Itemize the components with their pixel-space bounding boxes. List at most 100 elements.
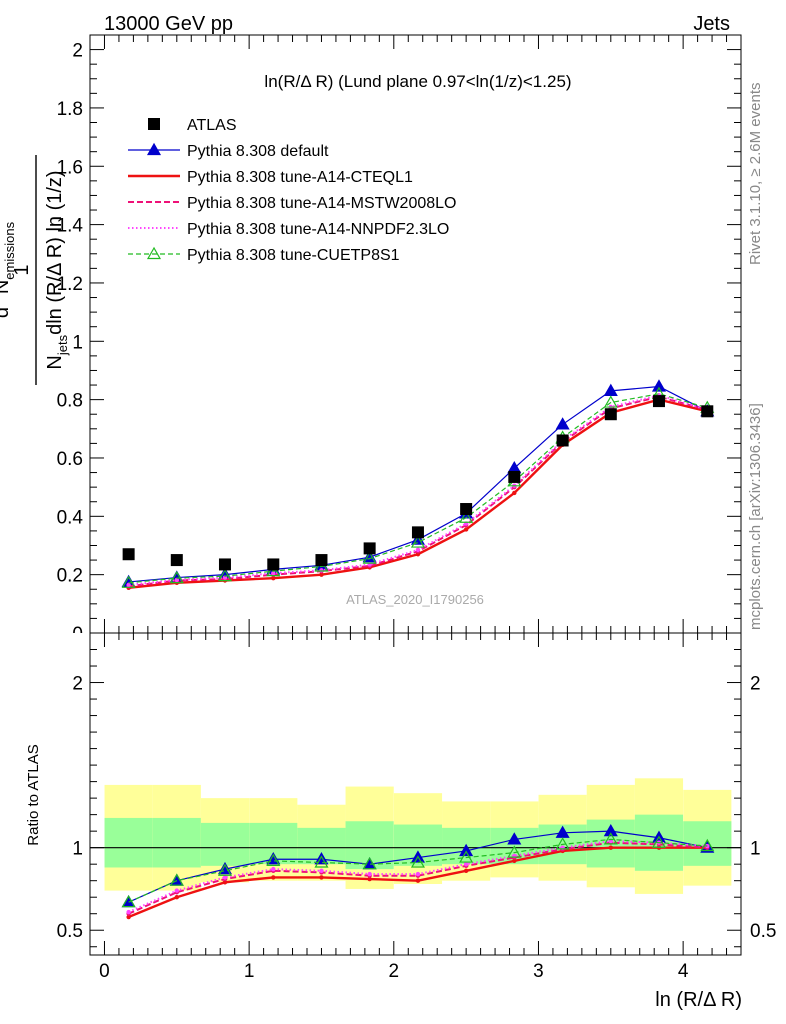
legend-label-4: Pythia 8.308 tune-CUETP8S1 [187, 247, 400, 264]
ratio-y-tick-label: 1 [72, 839, 83, 860]
ratio-series-1-point [463, 868, 469, 873]
atlas-data-point [604, 408, 617, 421]
ratio-series-1-point [271, 875, 276, 880]
series-4-point [410, 535, 425, 548]
ratio-y-tick-label: 0.5 [57, 921, 83, 942]
series-1-point [512, 490, 517, 496]
ratio-y-label: Ratio to ATLAS [25, 744, 42, 845]
header-energy: 13000 GeV pp [104, 13, 233, 35]
main-x-axis [103, 35, 742, 633]
main-y-tick-label: 1 [72, 332, 83, 353]
ratio-y-axis: 0.5 0.5 1 1 2 2 [57, 632, 776, 948]
series-3-point [319, 568, 324, 573]
ratio-series-3-point [222, 875, 228, 880]
ratio-series-1-point [608, 845, 613, 850]
ratio-x-tick-label: 2 [389, 961, 400, 982]
atlas-data-point [508, 470, 521, 483]
ratio-series-0-point [121, 894, 136, 908]
series-2-line [128, 395, 708, 588]
ratio-y-tick-label-right: 0.5 [750, 921, 776, 942]
series-4-line [128, 393, 708, 584]
ratio-series-4-point [217, 863, 233, 876]
legend-label-1: Pythia 8.308 tune-A14-CTEQL1 [187, 169, 413, 186]
main-y-tick-label: 0.2 [57, 566, 83, 587]
ratio-series-1-point [174, 895, 179, 900]
ratio-series-0-point [507, 832, 522, 845]
svg-text:d2 Nemissions: d2 Nemissions [0, 221, 17, 318]
ratio-series-4-point [410, 855, 425, 868]
ratio-series-4-point [121, 894, 136, 908]
legend-atlas-marker [148, 118, 160, 130]
band-inner [104, 817, 153, 868]
main-y-tick-label: 0.8 [57, 391, 83, 412]
ylabel-one: 1 [11, 264, 33, 275]
ratio-x-tick-label: 3 [533, 961, 544, 982]
ratio-series-0-point [459, 843, 474, 857]
x-axis-label: ln (R/Δ R) [655, 989, 742, 1011]
legend-label-3: Pythia 8.308 tune-A14-NNPDF2.3LO [187, 221, 449, 238]
series-4-point [169, 570, 184, 584]
ratio-series-3-point [174, 888, 179, 893]
main-y-tick-label: 0.4 [57, 507, 84, 528]
ylabel-den-sub: jets [55, 334, 70, 356]
ylabel-den-rest: dln (R/Δ R) ln (1/z) [44, 170, 66, 335]
main-panel: 0.2 0.4 0.6 0.8 1 1.2 1.4 1.6 1.8 2 0 ln(R/Δ R) (L… [57, 34, 742, 634]
series-1-point [271, 575, 276, 581]
atlas-data-point [701, 405, 714, 418]
ratio-series-1-point [126, 914, 131, 920]
atlas-data-point [170, 554, 183, 567]
atlas-data-point [556, 434, 569, 447]
svg-text:Njetsdln (R/Δ R) ln (1/z): Njetsdln (R/Δ R) ln (1/z) [44, 170, 70, 369]
ratio-series-3-point [126, 909, 131, 915]
ratio-series-4-point [362, 856, 377, 870]
ratio-series-1-point [415, 878, 421, 883]
atlas-data-point [218, 558, 231, 571]
legend-label-0: Pythia 8.308 default [187, 143, 329, 160]
series-4-point [459, 510, 474, 523]
ratio-series-4-point [700, 838, 715, 852]
rivet-label: Rivet 3.1.10, ≥ 2.6M events [747, 83, 764, 266]
ylabel-num-sub: emissions [2, 221, 17, 279]
plot-title: ln(R/Δ R) (Lund plane 0.97<ln(1/z)<1.25) [264, 72, 571, 91]
ylabel-num-n: N [0, 280, 13, 300]
ratio-series-0-point [603, 823, 618, 837]
header-process: Jets [693, 13, 730, 35]
main-y-tick-label: 0.6 [57, 449, 83, 470]
series-1-line [128, 398, 708, 589]
ylabel-den-n: N [44, 355, 66, 369]
ratio-y-tick-label-right: 2 [750, 674, 761, 695]
series-1-point [319, 572, 324, 577]
band-inner [200, 822, 250, 866]
ratio-series-3-point [367, 871, 372, 877]
ratio-x-axis: 0 1 2 3 4 [99, 633, 742, 982]
ratio-series-1-point [222, 880, 228, 885]
atlas-data-point [267, 558, 280, 571]
series-3-point [126, 582, 131, 588]
series-4-point [121, 575, 136, 588]
mcplots-label: mcplots.cern.ch [arXiv:1306.3436] [747, 403, 764, 630]
atlas-data-point [122, 548, 135, 561]
series-3-point [271, 571, 276, 576]
ratio-series-3-point [319, 868, 324, 873]
main-y-label: 1 d2 Nemissions Njetsdln (R/Δ R) ln (1/z… [0, 155, 70, 385]
ratio-x-tick-label: 0 [99, 961, 110, 982]
main-y-tick-label: 2 [72, 41, 83, 62]
legend-atlas-label: ATLAS [187, 117, 237, 134]
main-y-tick-label: 1.2 [57, 274, 83, 295]
main-y-axis: 0.2 0.4 0.6 0.8 1 1.2 1.4 1.6 1.8 2 0 [57, 34, 741, 634]
atlas-data-point [460, 503, 473, 516]
ratio-y-tick-label: 2 [72, 674, 83, 695]
svg-text:1: 1 [11, 264, 33, 275]
legend-marker-4 [146, 246, 162, 260]
ratio-series-4-point [169, 873, 184, 886]
atlas-data-point [363, 542, 376, 555]
ratio-series-3-point [415, 871, 421, 877]
legend-label-2: Pythia 8.308 tune-A14-MSTW2008LO [187, 195, 456, 212]
ratio-series-4-point [555, 837, 570, 850]
series-3-point [415, 547, 421, 553]
series-3-point [174, 577, 179, 583]
series-0-point [651, 379, 667, 392]
ratio-frame [89, 632, 742, 956]
legend: ATLAS Pythia 8.308 default Pythia 8.308 tu… [128, 117, 456, 264]
series-0-point [555, 417, 570, 430]
